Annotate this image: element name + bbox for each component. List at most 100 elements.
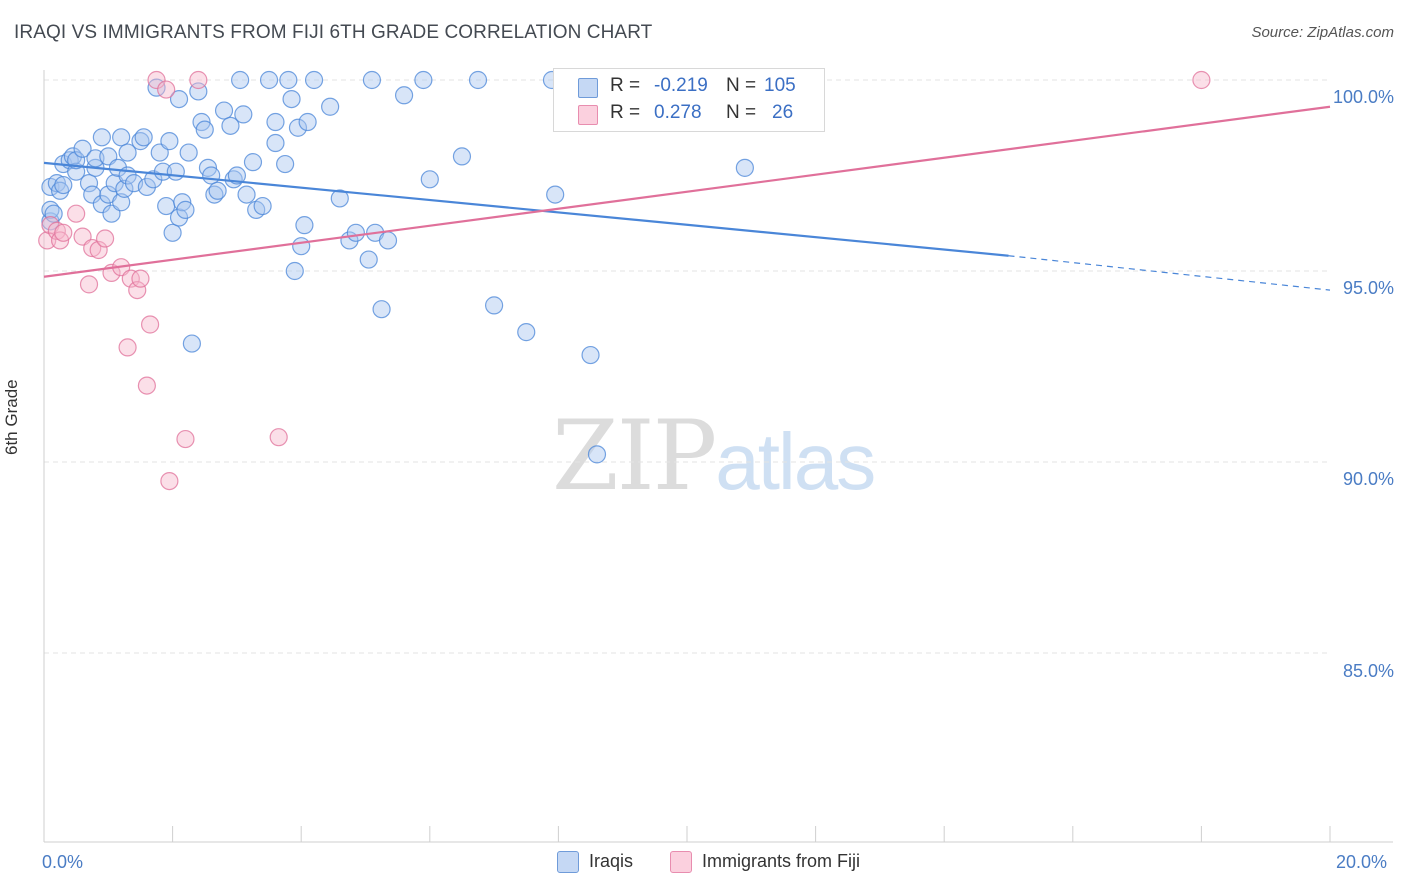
y-tick-label-85: 85.0% <box>1342 661 1394 681</box>
data-point-fiji <box>38 231 57 250</box>
data-point-fiji <box>140 315 160 334</box>
stats-r-label: R = <box>610 75 641 96</box>
data-point-iraqis <box>195 120 214 139</box>
legend-label-fiji: Immigrants from Fiji <box>702 851 861 871</box>
data-point-fiji <box>67 204 86 223</box>
data-point-iraqis <box>420 170 439 189</box>
data-point-iraqis <box>44 204 63 223</box>
trend-line-iraqis-extension <box>1008 255 1331 291</box>
watermark-zip: ZIP <box>552 400 717 512</box>
data-point-iraqis <box>285 261 304 281</box>
trend-line-fiji <box>43 105 1331 278</box>
stats-n-value: 26 <box>772 102 794 123</box>
data-point-iraqis <box>259 70 279 90</box>
data-point-iraqis <box>253 196 272 216</box>
data-point-iraqis <box>160 132 179 151</box>
x-tick-label-max: 20.0% <box>1336 852 1388 872</box>
data-point-iraqis <box>73 139 92 158</box>
data-point-iraqis <box>735 158 754 177</box>
data-point-iraqis <box>79 174 99 193</box>
data-point-iraqis <box>452 147 472 166</box>
chart-source: Source: ZipAtlas.com <box>1251 24 1394 41</box>
data-point-iraqis <box>243 153 263 172</box>
legend-swatch-iraqis <box>557 851 579 874</box>
data-point-iraqis <box>517 323 536 342</box>
chart-title: IRAQI VS IMMIGRANTS FROM FIJI 6TH GRADE … <box>14 22 653 43</box>
stats-r-value: -0.219 <box>654 75 708 96</box>
data-point-fiji <box>118 338 137 357</box>
data-point-iraqis <box>282 89 301 109</box>
data-point-fiji <box>131 269 150 288</box>
data-point-iraqis <box>83 185 102 204</box>
data-point-fiji <box>1192 70 1211 90</box>
data-point-iraqis <box>153 162 173 181</box>
data-point-iraqis <box>288 118 308 137</box>
y-tick-label-90: 90.0% <box>1342 469 1394 489</box>
data-point-iraqis <box>137 177 156 197</box>
data-point-iraqis <box>227 166 246 185</box>
data-point-iraqis <box>112 193 131 212</box>
data-point-iraqis <box>166 162 185 181</box>
data-point-iraqis <box>266 112 285 132</box>
data-point-iraqis <box>394 86 414 105</box>
legend-item-fiji: Immigrants from Fiji <box>670 851 861 874</box>
data-point-fiji <box>160 472 179 491</box>
stats-n-label: N = <box>726 75 757 96</box>
data-point-iraqis <box>221 116 240 135</box>
data-point-iraqis <box>182 334 201 353</box>
data-point-iraqis <box>144 170 163 189</box>
data-point-fiji <box>269 428 288 447</box>
data-point-iraqis <box>169 89 189 109</box>
data-point-iraqis <box>169 208 189 227</box>
data-point-iraqis <box>304 70 324 90</box>
stats-r-label: R = <box>610 102 641 123</box>
stats-r-value: 0.278 <box>654 102 702 123</box>
data-point-fiji <box>189 70 208 90</box>
data-point-iraqis <box>50 181 70 200</box>
data-point-iraqis <box>92 128 111 147</box>
legend-label-iraqis: Iraqis <box>589 851 634 871</box>
trend-line-iraqis <box>43 161 1009 257</box>
data-point-fiji <box>137 376 156 395</box>
stats-swatch-fiji <box>578 105 598 125</box>
x-tick-label-min: 0.0% <box>42 852 84 872</box>
data-point-iraqis <box>234 105 253 124</box>
data-point-iraqis <box>292 237 311 256</box>
data-point-iraqis <box>92 195 111 214</box>
data-point-fiji <box>121 269 140 288</box>
data-point-fiji <box>89 240 108 260</box>
data-point-iraqis <box>54 175 73 195</box>
data-point-iraqis <box>346 223 365 242</box>
data-point-iraqis <box>321 97 340 116</box>
data-point-iraqis <box>330 189 349 208</box>
data-point-iraqis <box>112 128 131 147</box>
data-point-iraqis <box>276 154 295 174</box>
data-point-iraqis <box>414 70 433 90</box>
data-point-iraqis <box>587 445 607 464</box>
legend-swatch-fiji <box>670 851 692 874</box>
data-point-iraqis <box>468 70 488 90</box>
data-point-iraqis <box>179 143 198 162</box>
data-point-fiji <box>157 80 176 99</box>
data-point-iraqis <box>359 250 378 269</box>
data-point-iraqis <box>118 143 137 162</box>
data-point-iraqis <box>546 185 565 204</box>
data-point-iraqis <box>279 70 298 90</box>
data-point-fiji <box>54 223 73 242</box>
stats-swatch-iraqis <box>578 78 598 98</box>
data-point-iraqis <box>202 166 221 185</box>
y-tick-label-95: 95.0% <box>1342 278 1394 298</box>
legend-item-iraqis: Iraqis <box>557 851 634 874</box>
y-tick-label-100: 100.0% <box>1332 87 1394 107</box>
data-point-fiji <box>95 229 115 248</box>
data-point-iraqis <box>67 151 86 170</box>
correlation-stats-box: R = -0.219 N = 105 R = 0.278 N = 26 <box>553 68 825 132</box>
data-point-fiji <box>147 70 166 90</box>
data-point-iraqis <box>115 179 134 198</box>
data-point-fiji <box>128 281 147 300</box>
stats-n-label: N = <box>726 102 757 123</box>
data-point-iraqis <box>231 70 250 90</box>
data-point-iraqis <box>237 185 256 204</box>
data-point-iraqis <box>108 158 128 177</box>
